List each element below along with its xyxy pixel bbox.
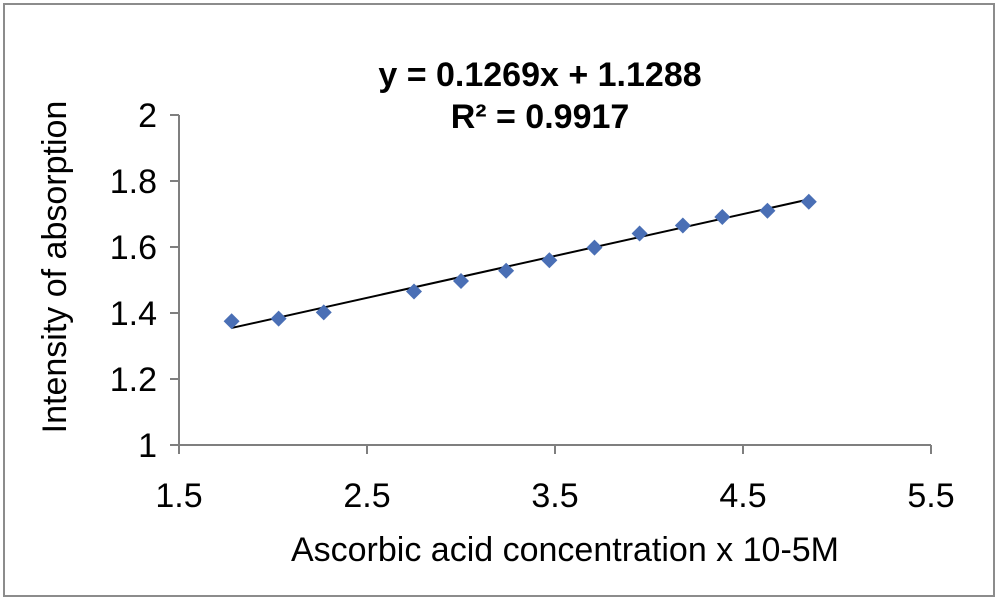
y-tick-label: 1.4 — [110, 295, 157, 333]
x-tick-label: 3.5 — [531, 477, 578, 515]
data-points — [223, 193, 817, 330]
r-squared-label: R² = 0.9917 — [451, 98, 630, 136]
tick-labels: 1 1.2 1.4 1.6 1.8 2 1.5 2.5 3.5 4.5 5.5 — [110, 97, 955, 515]
x-tick-label: 4.5 — [719, 477, 766, 515]
data-point — [406, 283, 422, 300]
data-point — [498, 262, 515, 279]
data-point — [800, 193, 817, 210]
trendline — [231, 198, 810, 329]
y-tick-label: 1.6 — [110, 229, 157, 267]
y-tick-label: 1 — [138, 427, 157, 465]
x-tick-label: 2.5 — [343, 477, 390, 515]
data-point — [586, 239, 603, 256]
x-tick-label: 1.5 — [155, 477, 202, 515]
y-tick-label: 1.8 — [110, 163, 157, 201]
y-axis-title: Intensity of absorption — [36, 101, 74, 434]
trendline-group — [231, 198, 810, 329]
y-tick-label: 2 — [138, 97, 157, 135]
data-point — [453, 272, 469, 289]
data-point — [759, 202, 776, 219]
data-point — [674, 217, 691, 234]
trendline-equation: y = 0.1269x + 1.1288 — [378, 56, 701, 94]
axes — [170, 114, 932, 454]
data-point — [270, 310, 287, 327]
chart-frame — [3, 3, 995, 597]
data-point — [541, 252, 558, 269]
data-point — [631, 225, 648, 242]
y-tick-label: 1.2 — [110, 361, 157, 399]
data-point — [315, 304, 332, 321]
x-axis-title: Ascorbic acid concentration x 10-5M — [291, 531, 839, 569]
x-tick-label: 5.5 — [907, 477, 954, 515]
data-point — [223, 313, 240, 330]
data-point — [714, 208, 731, 225]
